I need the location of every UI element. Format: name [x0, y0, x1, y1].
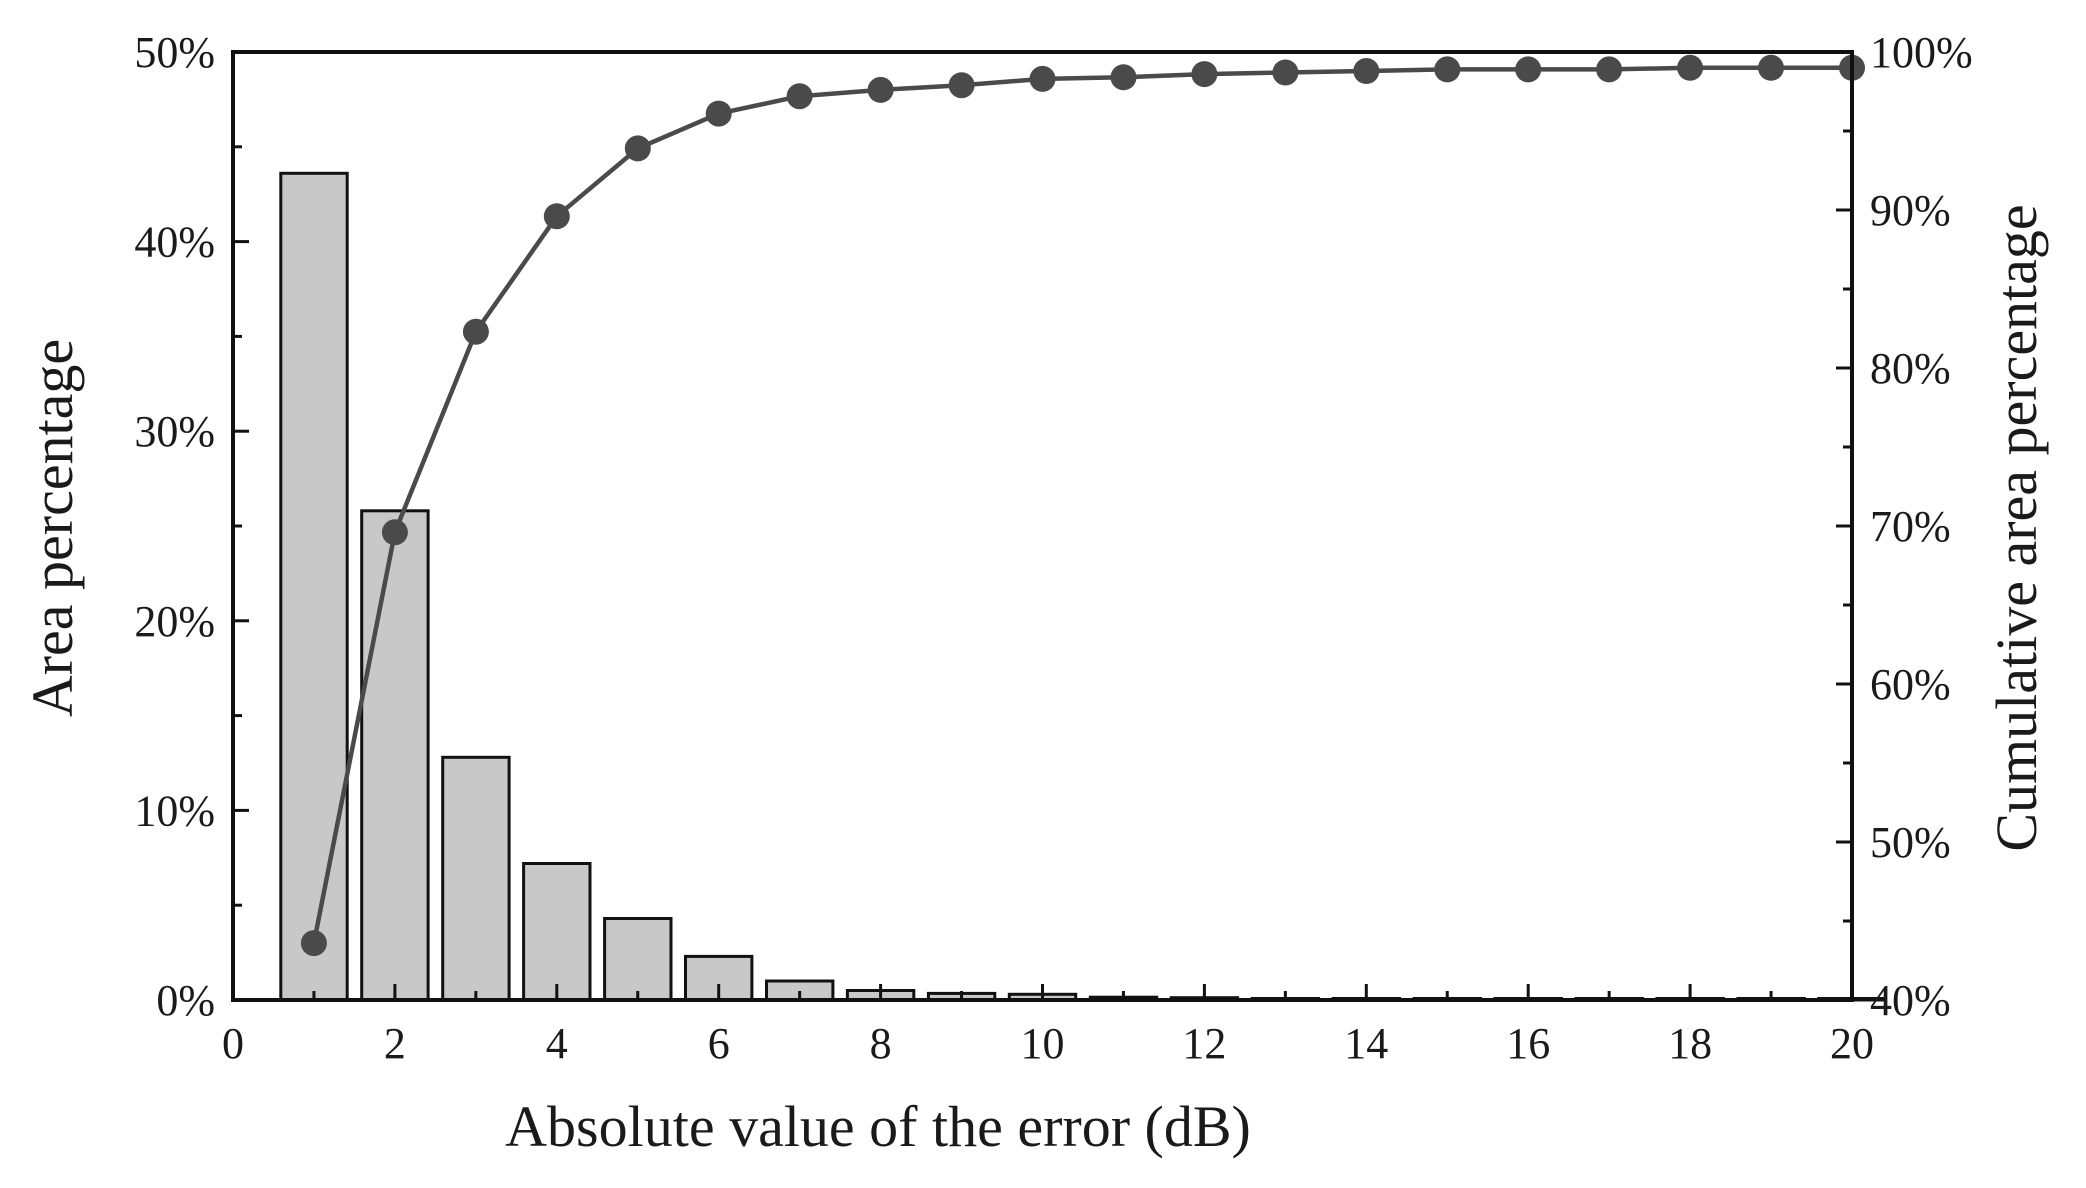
cumulative-line	[311, 65, 1852, 944]
cumulative-point-16	[1515, 56, 1542, 83]
y2-tick-label-90: 90%	[1870, 186, 1951, 235]
x-tick-label-10: 10	[1021, 1019, 1065, 1068]
cumulative-point-12	[1191, 61, 1218, 88]
bar-1	[279, 171, 349, 1002]
y2-tick-label-70: 70%	[1870, 502, 1951, 551]
cumulative-point-11	[1110, 64, 1137, 91]
x-tick-label-2: 2	[384, 1019, 406, 1068]
cumulative-point-1	[300, 930, 327, 957]
x-tick-label-16: 16	[1506, 1019, 1550, 1068]
y2-axis-title: Cumulative area percentage	[1984, 204, 2049, 851]
x-tick-label-20: 20	[1830, 1019, 1874, 1068]
x-tick-label-12: 12	[1182, 1019, 1226, 1068]
cumulative-point-18	[1677, 54, 1704, 81]
y2-tick-label-80: 80%	[1870, 344, 1951, 393]
cumulative-point-15	[1434, 56, 1461, 83]
cumulative-point-7	[786, 83, 813, 110]
y-tick-label-30: 30%	[134, 407, 215, 456]
y-tick-label-10: 10%	[134, 786, 215, 835]
cumulative-point-3	[462, 318, 489, 345]
cumulative-point-6	[705, 100, 732, 127]
y2-tick-label-40: 40%	[1870, 976, 1951, 1025]
y2-tick-label-100: 100%	[1870, 28, 1973, 77]
bar-4	[522, 862, 592, 1002]
y-axis-title: Area percentage	[20, 339, 85, 717]
bars-layer	[279, 171, 1887, 1002]
bar-2	[360, 509, 430, 1002]
x-axis-title: Absolute value of the error (dB)	[505, 1094, 1251, 1159]
bar-5	[603, 917, 673, 1002]
cumulative-point-4	[543, 203, 570, 230]
x-tick-label-14: 14	[1344, 1019, 1388, 1068]
cumulative-point-5	[624, 135, 651, 162]
x-tick-label-18: 18	[1668, 1019, 1712, 1068]
y2-tick-label-60: 60%	[1870, 660, 1951, 709]
x-tick-label-8: 8	[870, 1019, 892, 1068]
cumulative-point-19	[1758, 54, 1784, 81]
x-tick-label-4: 4	[546, 1019, 568, 1068]
cumulative-point-8	[867, 76, 894, 103]
x-tick-label-0: 0	[222, 1019, 244, 1068]
y-tick-label-0: 0%	[156, 976, 215, 1025]
labels-layer: Absolute value of the error (dB) Area pe…	[20, 28, 2049, 1159]
cumulative-point-17	[1596, 56, 1623, 83]
y-tick-label-20: 20%	[134, 597, 215, 646]
y-tick-label-40: 40%	[134, 218, 215, 267]
cumulative-point-9	[948, 72, 975, 99]
cumulative-point-10	[1029, 65, 1056, 92]
x-tick-label-6: 6	[708, 1019, 730, 1068]
cumulative-point-14	[1353, 58, 1380, 84]
y-tick-label-50: 50%	[134, 28, 215, 77]
bar-3	[441, 755, 511, 1002]
cumulative-point-13	[1272, 59, 1299, 86]
line-layer	[300, 54, 1865, 957]
y2-tick-label-50: 50%	[1870, 818, 1951, 867]
cumulative-point-2	[381, 519, 408, 546]
axes-layer	[231, 50, 1854, 1002]
